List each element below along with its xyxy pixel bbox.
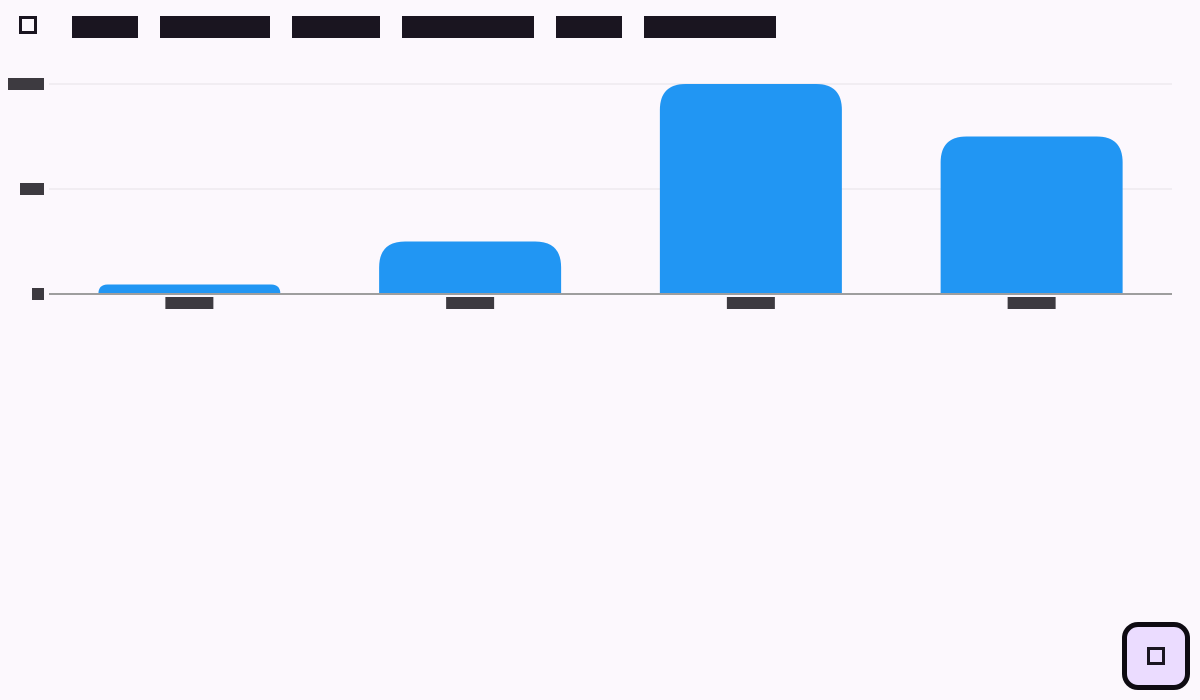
menu-item-6[interactable] <box>644 16 776 38</box>
x-tick-label <box>1007 297 1056 309</box>
bar-chart-svg <box>8 78 1172 309</box>
menu-item-4[interactable] <box>402 16 534 38</box>
y-tick-label <box>32 288 44 300</box>
square-icon <box>19 16 37 34</box>
floating-action-button[interactable] <box>1122 622 1190 690</box>
bar <box>379 241 562 294</box>
top-menu-bar <box>0 0 1200 54</box>
x-tick-label <box>446 297 495 309</box>
menu-square-button[interactable] <box>18 15 38 35</box>
y-tick-label <box>20 183 44 195</box>
bar <box>98 284 281 294</box>
bar-chart <box>0 54 1200 334</box>
menu-item-5[interactable] <box>556 16 622 38</box>
x-tick-label <box>165 297 214 309</box>
y-tick-label <box>8 78 44 90</box>
square-icon <box>1147 647 1165 665</box>
x-tick-label <box>726 297 775 309</box>
menu-item-1[interactable] <box>72 16 138 38</box>
bar <box>659 84 842 294</box>
menu-item-2[interactable] <box>160 16 270 38</box>
bar <box>940 136 1123 294</box>
menu-item-3[interactable] <box>292 16 380 38</box>
